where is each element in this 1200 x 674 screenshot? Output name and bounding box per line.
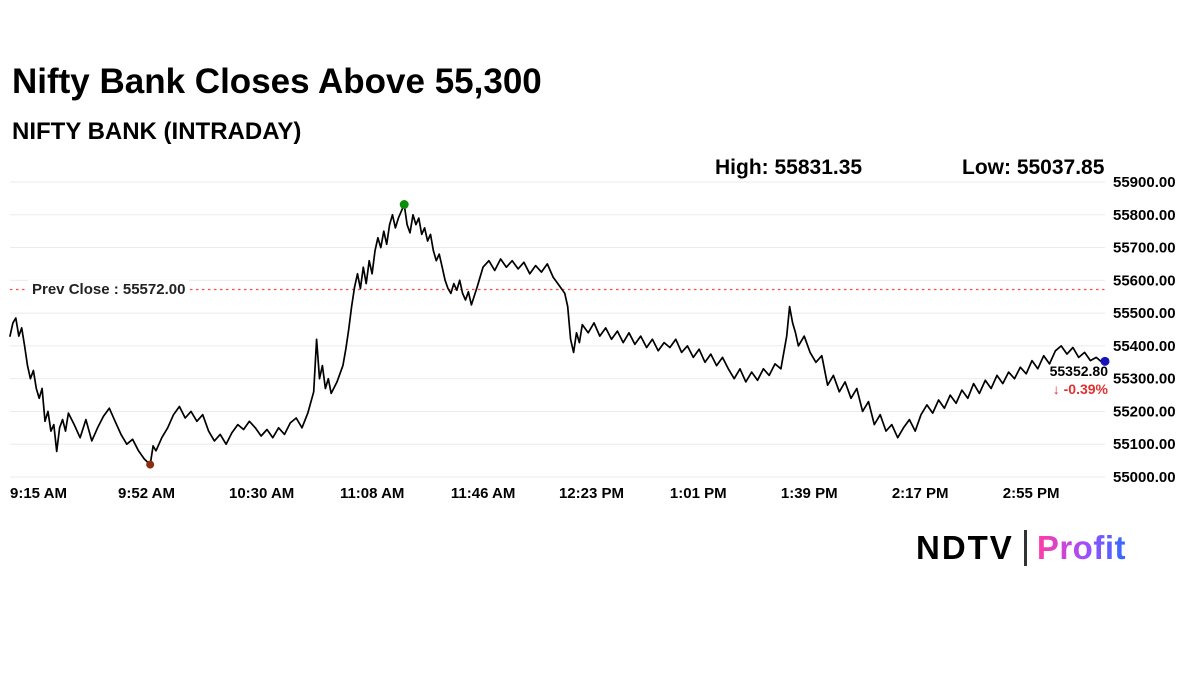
y-axis-label: 55100.00 [1113, 436, 1176, 453]
logo-separator [1023, 530, 1027, 566]
x-axis-label: 1:39 PM [781, 485, 838, 502]
low-dot [146, 460, 155, 469]
y-axis-label: 55600.00 [1113, 272, 1176, 289]
y-axis-label: 55800.00 [1113, 207, 1176, 224]
x-axis-label: 9:52 AM [118, 485, 175, 502]
y-axis-label: 55400.00 [1113, 338, 1176, 355]
ndtv-profit-logo: NDTV Profit [916, 529, 1126, 567]
y-axis-label: 55200.00 [1113, 403, 1176, 420]
ndtv-logo-text: NDTV [915, 529, 1014, 566]
x-axis-label: 1:01 PM [670, 485, 727, 502]
x-axis-label: 12:23 PM [559, 485, 624, 502]
x-axis-label: 10:30 AM [229, 485, 294, 502]
y-axis-label: 55000.00 [1113, 469, 1176, 486]
price-line [9, 203, 1106, 466]
y-axis-label: 55500.00 [1113, 305, 1176, 322]
x-axis-label: 11:46 AM [451, 485, 515, 502]
profit-logo-text: Profit [1036, 529, 1126, 566]
y-axis-label: 55300.00 [1113, 371, 1176, 388]
x-axis-label: 2:17 PM [892, 485, 949, 502]
high-dot [399, 200, 409, 210]
x-axis-label: 2:55 PM [1003, 485, 1060, 502]
y-axis-label: 55900.00 [1113, 174, 1176, 191]
low-value-label: Low: 55037.85 [962, 156, 1105, 179]
page-title: Nifty Bank Closes Above 55,300 [12, 62, 542, 101]
x-axis-label: 9:15 AM [10, 485, 67, 502]
last-price-change: ↓ -0.39% [1052, 381, 1108, 398]
chart-subtitle: NIFTY BANK (INTRADAY) [12, 118, 302, 145]
y-axis-label: 55700.00 [1113, 240, 1176, 257]
last-dot [1100, 356, 1110, 366]
high-value-label: High: 55831.35 [715, 156, 863, 179]
last-price-annotation: 55352.80 ↓ -0.39% [1050, 362, 1108, 398]
prev-close-label: Prev Close : 55572.00 [28, 280, 190, 299]
last-price-value: 55352.80 [1049, 363, 1108, 379]
x-axis-label: 11:08 AM [340, 485, 404, 502]
